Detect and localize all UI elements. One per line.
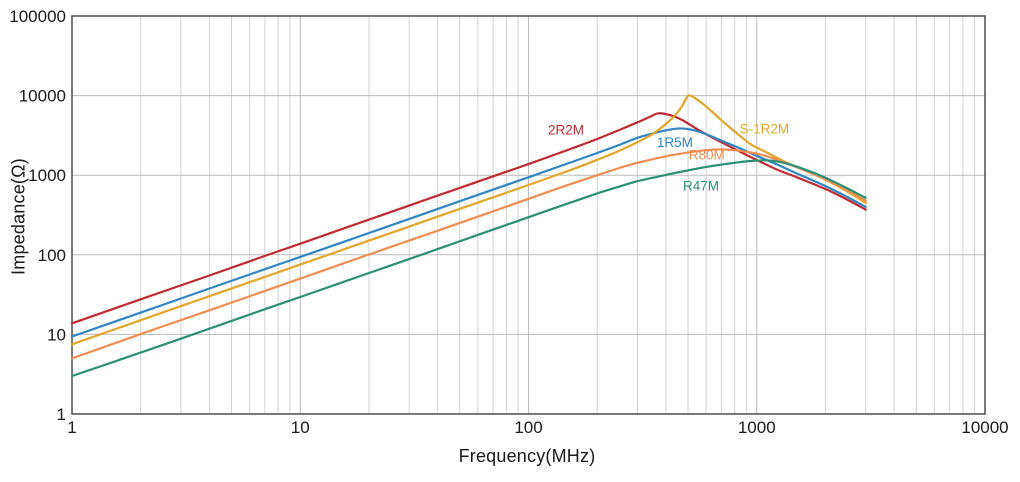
- series-R47M-label: R47M: [683, 179, 719, 194]
- plot-border: [71, 15, 986, 415]
- series-2R2M-label: 2R2M: [548, 122, 584, 137]
- series-S-1R2M-curve: [70, 94, 867, 346]
- y-tick-label-1000: 1000: [28, 166, 66, 185]
- series-2R2M-curve: [70, 112, 867, 325]
- x-tick-label-1: 1: [67, 418, 76, 437]
- gridlines: [71, 15, 986, 415]
- y-tick-label-1: 1: [57, 405, 66, 424]
- y-tick-label-100000: 100000: [9, 7, 66, 26]
- series-1R5M-label: 1R5M: [657, 135, 693, 150]
- series-labels: 2R2M 1R5M S-1R2M R80M R47M: [548, 122, 789, 194]
- y-tick-label-100: 100: [38, 246, 66, 265]
- y-axis-title: Impedance(Ω): [8, 158, 29, 275]
- tick-labels: 1 10 100 1000 10000 1 10 100 1000 10000 100000: [9, 7, 1008, 437]
- x-tick-label-10: 10: [291, 418, 310, 437]
- x-tick-label-1000: 1000: [738, 418, 776, 437]
- x-tick-label-100: 100: [514, 418, 542, 437]
- series-S-1R2M-label: S-1R2M: [740, 122, 790, 137]
- series-curves: [70, 94, 867, 378]
- x-tick-label-10000: 10000: [961, 418, 1008, 437]
- x-axis-title: Frequency(MHz): [458, 446, 596, 466]
- series-R47M-curve: [70, 159, 867, 378]
- series-R80M-label: R80M: [689, 147, 725, 162]
- series-1R5M-curve: [70, 127, 867, 338]
- y-tick-label-10: 10: [47, 325, 66, 344]
- y-tick-label-10000: 10000: [19, 87, 66, 106]
